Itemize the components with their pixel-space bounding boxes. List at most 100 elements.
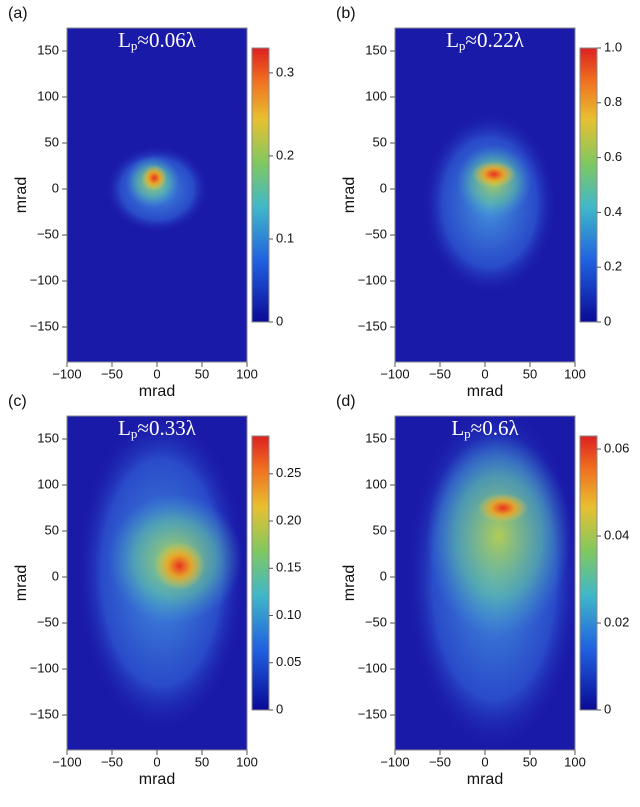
y-tick-label: 50: [373, 134, 387, 149]
x-tick-label: 50: [523, 366, 537, 381]
colorbar-tick-label: 0.4: [604, 204, 622, 219]
heatmap-image: [104, 144, 210, 234]
title-part: ≈0.06λ: [137, 28, 196, 52]
y-tick-label: 50: [45, 522, 59, 537]
colorbar-tick-label: 0.2: [276, 147, 294, 162]
panel-title: Lp≈0.33λ: [118, 416, 197, 441]
panel-title: Lp≈0.22λ: [446, 28, 525, 53]
title-subscript: p: [131, 426, 138, 441]
intensity-region: [426, 434, 571, 637]
x-tick-label: 0: [153, 754, 160, 769]
y-axis-label: mrad: [341, 565, 358, 601]
colorbar-tick-label: 0.6: [604, 149, 622, 164]
colorbar-tick-label: 0.20: [276, 512, 301, 527]
y-tick-label: 50: [45, 134, 59, 149]
y-tick-label: −150: [30, 318, 59, 333]
y-tick-label: −150: [358, 706, 387, 721]
y-tick-label: −50: [37, 226, 59, 241]
y-tick-label: 150: [37, 42, 59, 57]
x-tick-label: −50: [101, 366, 123, 381]
panel-label: (d): [336, 393, 356, 410]
title-part: ≈0.22λ: [465, 28, 524, 52]
y-tick-label: 150: [365, 430, 387, 445]
panel-label: (c): [8, 393, 27, 410]
panel-title: Lp≈0.6λ: [451, 416, 519, 441]
panel: −100 −50 0 50 100 −150 −100 −50 0 50 100 150 mrad mra…: [336, 5, 622, 400]
colorbar-tick-label: 0.06: [604, 440, 629, 455]
x-tick-label: 50: [195, 754, 209, 769]
heatmap-image: [422, 110, 557, 295]
panel: −100 −50 0 50 100 −150 −100 −50 0 50 100 150 mrad mra…: [336, 393, 629, 788]
x-tick-label: 0: [153, 366, 160, 381]
y-tick-label: 0: [52, 180, 59, 195]
colorbar-tick-label: 0: [604, 313, 611, 328]
colorbar: [251, 47, 270, 323]
colorbar-tick-label: 0.2: [604, 259, 622, 274]
title-subscript: p: [459, 38, 466, 53]
panel: −100 −50 0 50 100 −150 −100 −50 0 50 100 150 mrad mra…: [8, 393, 301, 788]
y-tick-label: 0: [52, 568, 59, 583]
colorbar-tick-label: 0.1: [276, 230, 294, 245]
x-axis-label: mrad: [467, 771, 503, 788]
intensity-region: [477, 493, 529, 523]
colorbar-tick-label: 0: [276, 313, 283, 328]
y-tick-label: 0: [380, 180, 387, 195]
x-tick-label: 50: [195, 366, 209, 381]
title-subscript: p: [464, 426, 471, 441]
y-tick-label: 150: [365, 42, 387, 57]
x-tick-label: −50: [429, 754, 451, 769]
x-tick-label: 100: [236, 366, 258, 381]
title-subscript: p: [131, 38, 138, 53]
y-axis-label: mrad: [13, 565, 30, 601]
colorbar-tick-label: 0.10: [276, 607, 301, 622]
intensity-region: [154, 542, 205, 590]
y-tick-label: 0: [380, 568, 387, 583]
colorbar: [251, 435, 270, 711]
title-part: L: [451, 416, 464, 440]
intensity-region: [472, 161, 516, 188]
title-part: ≈0.33λ: [137, 416, 196, 440]
heatmap-image: [405, 416, 575, 750]
colorbar-tick-label: 0.04: [604, 527, 629, 542]
x-tick-label: 0: [481, 366, 488, 381]
heatmap-image: [76, 416, 247, 734]
panel: −100 −50 0 50 100 −150 −100 −50 0 50 100 150 mrad mra…: [8, 5, 294, 400]
x-tick-label: 100: [236, 754, 258, 769]
x-tick-label: −50: [101, 754, 123, 769]
x-tick-label: −100: [52, 754, 81, 769]
x-tick-label: 100: [564, 366, 586, 381]
x-tick-label: −100: [52, 366, 81, 381]
panel-label: (a): [8, 5, 28, 22]
y-tick-label: 100: [365, 88, 387, 103]
colorbar-tick-label: 0.25: [276, 465, 301, 480]
y-tick-label: −50: [37, 614, 59, 629]
x-tick-label: −50: [429, 366, 451, 381]
y-tick-label: 50: [373, 522, 387, 537]
colorbar-tick-label: 1.0: [604, 39, 622, 54]
y-tick-label: −50: [365, 226, 387, 241]
x-tick-label: −100: [380, 366, 409, 381]
colorbar-tick-label: 0: [276, 701, 283, 716]
y-tick-label: −100: [358, 272, 387, 287]
colorbar-tick-label: 0: [604, 701, 611, 716]
colorbar-tick-label: 0.02: [604, 614, 629, 629]
x-tick-label: 0: [481, 754, 488, 769]
x-axis-label: mrad: [139, 771, 175, 788]
colorbar: [579, 435, 598, 711]
y-tick-label: −50: [365, 614, 387, 629]
title-part: L: [446, 28, 459, 52]
panel-label: (b): [336, 5, 356, 22]
colorbar-tick-label: 0.3: [276, 64, 294, 79]
colorbar-tick-label: 0.05: [276, 654, 301, 669]
x-tick-label: 100: [564, 754, 586, 769]
colorbar-tick-label: 0.8: [604, 94, 622, 109]
colorbar-tick-label: 0.15: [276, 560, 301, 575]
y-tick-label: 100: [365, 476, 387, 491]
x-axis-label: mrad: [139, 383, 175, 400]
y-tick-label: −100: [30, 272, 59, 287]
y-tick-label: 150: [37, 430, 59, 445]
y-tick-label: −150: [358, 318, 387, 333]
y-axis-label: mrad: [13, 177, 30, 213]
x-tick-label: −100: [380, 754, 409, 769]
